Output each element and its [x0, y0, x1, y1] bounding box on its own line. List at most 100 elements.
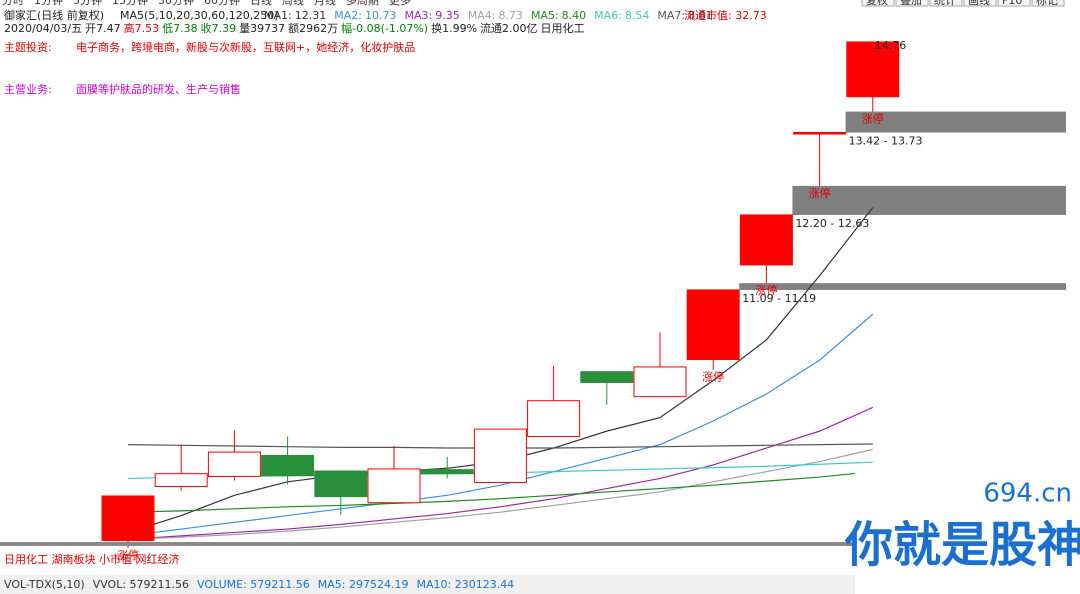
toolbar-button-label: 画线: [968, 0, 990, 7]
toolbar-button-label: 叠加: [900, 0, 922, 7]
legend-value: 8.81: [688, 9, 713, 22]
ma-line: [127, 313, 874, 537]
quote-item: 换1.99%: [431, 21, 477, 35]
legend-name: MA5:: [531, 9, 559, 22]
business-text: 面膜等护肤品的研发、生产与销售: [76, 82, 241, 96]
market-cap: 流通市值: 32.73: [684, 8, 767, 22]
quote-item: 收7.39: [201, 21, 237, 35]
ma-line: [127, 406, 874, 540]
toolbar-button[interactable]: [861, 0, 895, 7]
high-label: 14.76: [875, 39, 907, 52]
candle-body: [154, 473, 208, 488]
candle-body: [527, 400, 581, 438]
quote-item: 2020/04/03/五: [4, 22, 82, 35]
ma-legend: MA1: 12.31 MA2: 10.73 MA3: 9.35 MA4: 8.73 MA5: 8.…: [264, 9, 713, 22]
sector-tags: 日用化工 湖南板块 小市值 网红经济: [4, 552, 180, 566]
toolbar: 分时 1分钟 5分钟 15分钟 30分钟 60分钟 日线 周线 月线 多周期 更多 复权 叠加 统计 画线 F…: [2, 0, 1065, 7]
quote-item: 额2962万: [288, 22, 338, 35]
toolbar-button-label: F10: [1002, 0, 1022, 7]
candle-body: [633, 366, 687, 398]
toolbar-button[interactable]: [895, 0, 929, 7]
volume-item: MA10: 230123.44: [416, 578, 514, 591]
legend-name: MA3:: [404, 9, 432, 22]
legend-value: 8.73: [498, 9, 523, 22]
limit-up-label: 涨停: [117, 548, 139, 562]
ma-line: [127, 448, 873, 540]
gap-label: 13.42 - 13.73: [849, 135, 923, 148]
quote-item: 量39737: [239, 22, 285, 35]
toolbar-tab[interactable]: 多周期: [346, 0, 379, 7]
quote-item: 低7.38: [162, 22, 198, 35]
quote-item: 开7.47: [85, 22, 121, 35]
theme-label: 主题投资:: [4, 40, 52, 54]
toolbar-button-label: 标记: [1036, 0, 1058, 7]
gap-zone: [792, 185, 1066, 215]
volume-item: MA5: 297524.19: [318, 578, 409, 591]
toolbar-tab[interactable]: 分时: [2, 0, 24, 7]
legend-value: 12.31: [295, 9, 327, 22]
candle-body: [314, 470, 368, 498]
toolbar-button[interactable]: [1031, 0, 1065, 7]
toolbar-button-label: 复权: [866, 0, 888, 7]
toolbar-tab[interactable]: 周线: [282, 0, 304, 7]
toolbar-tab[interactable]: 30分钟: [158, 0, 194, 7]
toolbar-tab[interactable]: 更多: [389, 0, 411, 7]
candle-body: [580, 371, 634, 383]
toolbar-button-label: 统计: [934, 0, 956, 7]
legend-value: 8.40: [562, 9, 587, 22]
toolbar-tab[interactable]: 15分钟: [112, 0, 148, 7]
legend-name: MA7:: [657, 9, 685, 22]
toolbar-button[interactable]: [929, 0, 963, 7]
status-bar: [0, 575, 1080, 594]
quote-item: 高7.53: [124, 21, 160, 35]
gap-zone: [845, 111, 1066, 133]
candle-body: [686, 289, 740, 361]
volume-info: VOL-TDX(5,10) VVOL: 579211.56 VOLUME: 5792…: [4, 578, 514, 591]
volume-item: VOL-TDX(5,10): [4, 578, 85, 591]
toolbar-button[interactable]: [997, 0, 1031, 7]
candle-body: [261, 454, 315, 477]
quote-item: 日用化工: [541, 21, 585, 35]
toolbar-tab[interactable]: 5分钟: [73, 0, 102, 7]
limit-up-label: 涨停: [755, 283, 777, 297]
gap-zone: [739, 283, 1066, 290]
candle-body: [101, 495, 155, 542]
limit-up-label: 涨停: [862, 112, 884, 126]
legend-name: MA4:: [468, 9, 496, 22]
candle-body: [367, 468, 421, 504]
legend-name: MA1:: [264, 9, 292, 22]
watermark-site: 694.cn: [983, 479, 1072, 509]
watermark-box: [855, 470, 1080, 594]
legend-name: MA2:: [334, 9, 362, 22]
quote-item: 幅-0.08(-1.07%): [341, 22, 428, 35]
volume-item: VOLUME: 579211.56: [197, 578, 310, 591]
theme-text: 电子商务，跨境电商，新股与次新股，互联网+，她经济，化妆护肤品: [76, 40, 415, 54]
stock-title: 御家汇(日线 前复权): [4, 8, 104, 22]
candle-body: [420, 469, 474, 475]
candle-body: [793, 132, 847, 135]
panel-divider: [0, 542, 855, 546]
toolbar-tab[interactable]: 60分钟: [204, 0, 240, 7]
ma-line: [127, 471, 873, 513]
toolbar-tab[interactable]: 1分钟: [34, 0, 63, 7]
candle-body: [207, 451, 261, 477]
toolbar-tab[interactable]: 日线: [250, 0, 272, 7]
quote-item: 流通2.00亿: [480, 21, 538, 35]
toolbar-tab[interactable]: 月线: [314, 0, 336, 7]
quote-line: 2020/04/03/五 开7.47 高7.53 低7.38 收7.39 量39737 额2…: [4, 21, 585, 35]
toolbar-button[interactable]: [963, 0, 997, 7]
legend-value: 10.73: [365, 9, 397, 22]
legend-name: MA6:: [594, 9, 622, 22]
legend-value: 8.54: [625, 9, 650, 22]
limit-up-label: 涨停: [809, 186, 831, 200]
volume-item: VVOL: 579211.56: [93, 578, 189, 591]
candle-body: [473, 428, 527, 483]
business-label: 主营业务:: [4, 82, 52, 96]
candle-body: [739, 214, 793, 266]
gap-label: 12.20 - 12.63: [795, 217, 869, 230]
legend-value: 9.35: [435, 9, 460, 22]
watermark-slogan: 你就是股神: [844, 517, 1080, 573]
candle-body: [846, 41, 900, 98]
